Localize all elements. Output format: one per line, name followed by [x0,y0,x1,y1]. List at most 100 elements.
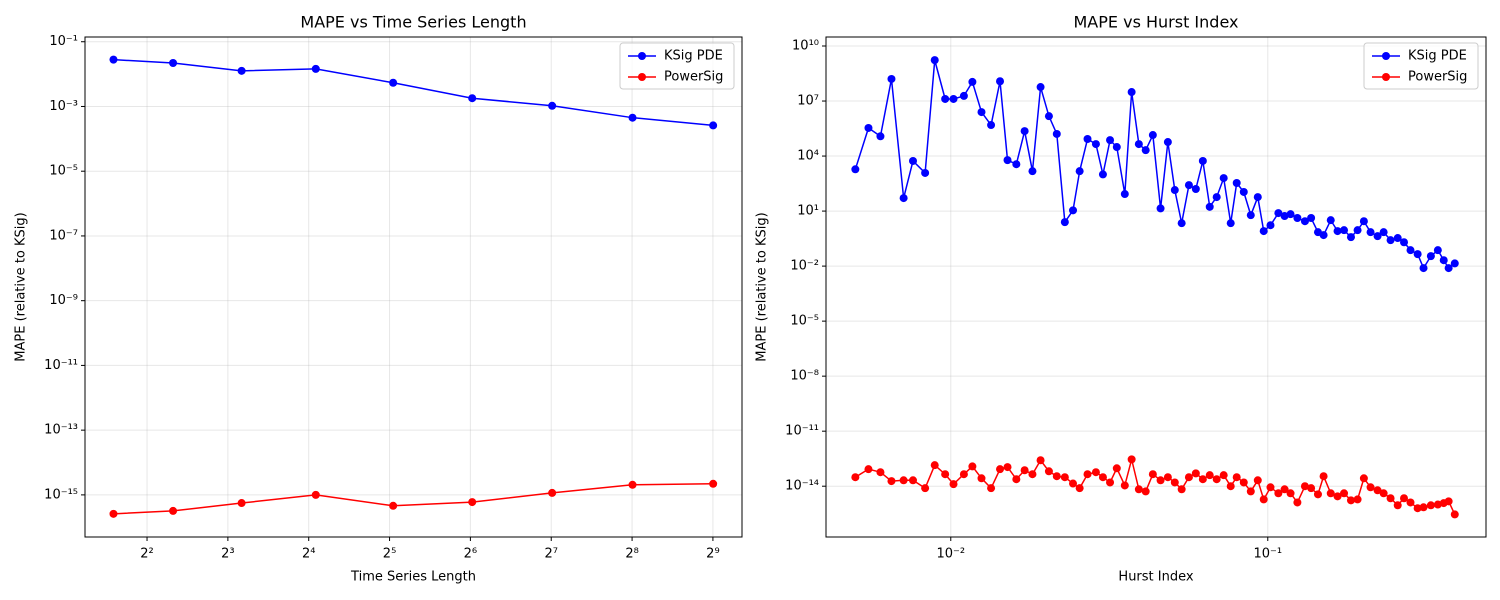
data-point [548,488,557,497]
data-point [1148,131,1157,140]
data-point [899,476,908,485]
axes-frame [825,36,1487,538]
data-point [389,501,398,510]
data-point [1300,482,1309,491]
data-point [1426,252,1435,261]
y-axis-label: MAPE (relative to KSig) [755,212,770,361]
legend-marker [638,52,646,60]
data-point [1266,483,1275,492]
data-point [1366,483,1375,492]
data-point [628,113,637,122]
data-point [864,465,873,474]
data-point [987,484,996,493]
data-point [1060,218,1069,227]
subplot: 2² 2³ 2⁴ 2⁵ 2⁶ 2⁷ 2⁸ 2⁹ 10⁻¹ 10⁻³ 10⁻⁵ 10⁻⁷ 10⁻⁹ 10⁻¹… [14,13,743,585]
data-point [1444,264,1453,273]
data-point [851,165,860,174]
x-tick-label: 2⁸ [625,547,638,562]
data-point [1156,204,1165,213]
data-point [1232,473,1241,482]
data-point [921,168,930,177]
data-point [1319,231,1328,240]
data-point [1198,475,1207,484]
data-point [1373,486,1382,495]
y-tick-label: 10⁻¹³ [44,423,78,438]
data-point [851,473,860,482]
legend-label: KSig PDE [1408,49,1467,64]
data-point [1226,219,1235,228]
y-tick-label: 10⁷ [797,94,819,109]
y-tick-label: 10¹⁰ [792,39,819,54]
data-point [1386,236,1395,245]
data-point [899,194,908,203]
data-point [1212,475,1221,484]
data-point [1191,184,1200,193]
y-tick-label: 10⁻⁸ [790,369,819,384]
data-point [1246,487,1255,496]
data-point [1212,193,1221,202]
data-point [1307,213,1316,222]
data-point [1393,501,1402,510]
data-point [1353,495,1362,504]
data-point [1069,206,1078,215]
data-point [1112,464,1121,473]
data-point [864,123,873,132]
data-point [1373,232,1382,241]
data-point [1163,138,1172,147]
data-point [1413,504,1422,513]
x-tick-label: 2³ [221,547,234,562]
data-point [1163,473,1172,482]
data-point [1141,146,1150,155]
x-tick-label: 2⁶ [464,547,477,562]
data-point [1333,492,1342,501]
data-point [1036,83,1045,92]
data-point [1148,470,1157,479]
data-point [1134,485,1143,494]
data-point [1028,470,1037,479]
data-point [389,78,398,87]
data-point [1098,473,1107,482]
data-point [1226,482,1235,491]
y-axis-label: MAPE (relative to KSig) [14,212,29,361]
legend-marker [638,73,646,81]
data-point [1083,470,1092,479]
y-tick-label: 10⁻¹⁵ [44,487,78,502]
x-axis-label: Hurst Index [1118,570,1193,585]
data-point [1293,213,1302,222]
y-tick-label: 10⁻⁷ [49,228,78,243]
chart-title: MAPE vs Hurst Index [1074,13,1239,32]
data-point [1219,471,1228,480]
y-tick-label: 10⁻¹¹ [44,358,78,373]
data-point [876,468,885,477]
data-point [1346,233,1355,242]
data-point [1274,209,1283,218]
subplot: 10⁻² 10⁻¹ 10¹⁰ 10⁷ 10⁴ 10¹ 10⁻² 10⁻⁵ 10⁻⁸ 10⁻¹¹ 10… [755,13,1487,585]
data-point [996,77,1005,86]
data-point [311,64,320,73]
data-point [628,480,637,489]
data-point [1112,143,1121,152]
data-point [959,470,968,479]
data-point [1020,127,1029,136]
data-point [1127,88,1136,97]
data-point [109,55,118,64]
data-point [1419,264,1428,273]
data-point [169,506,178,515]
data-point [1198,156,1207,165]
legend-marker [1382,52,1390,60]
data-point [887,74,896,83]
data-point [1400,494,1409,503]
legend-label: KSig PDE [664,49,723,64]
data-point [1400,238,1409,247]
data-point [876,132,885,141]
data-point [1106,478,1115,487]
data-point [977,108,986,117]
data-point [1156,476,1165,485]
data-point [996,465,1005,474]
data-point [1069,479,1078,488]
y-tick-label: 10⁻³ [49,99,78,114]
y-tick-label: 10⁴ [797,149,819,164]
data-point [908,476,917,485]
data-point [1003,463,1012,472]
data-point [1012,475,1021,484]
